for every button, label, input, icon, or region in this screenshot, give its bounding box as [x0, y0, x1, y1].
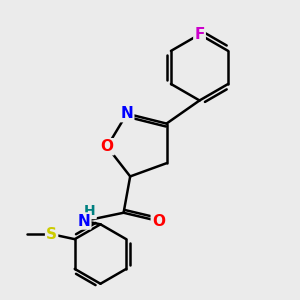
Text: O: O [152, 214, 165, 229]
Text: S: S [46, 227, 57, 242]
Text: N: N [78, 214, 90, 229]
Text: F: F [194, 27, 205, 42]
Text: N: N [121, 106, 133, 121]
Text: O: O [100, 139, 114, 154]
Text: H: H [84, 204, 96, 218]
